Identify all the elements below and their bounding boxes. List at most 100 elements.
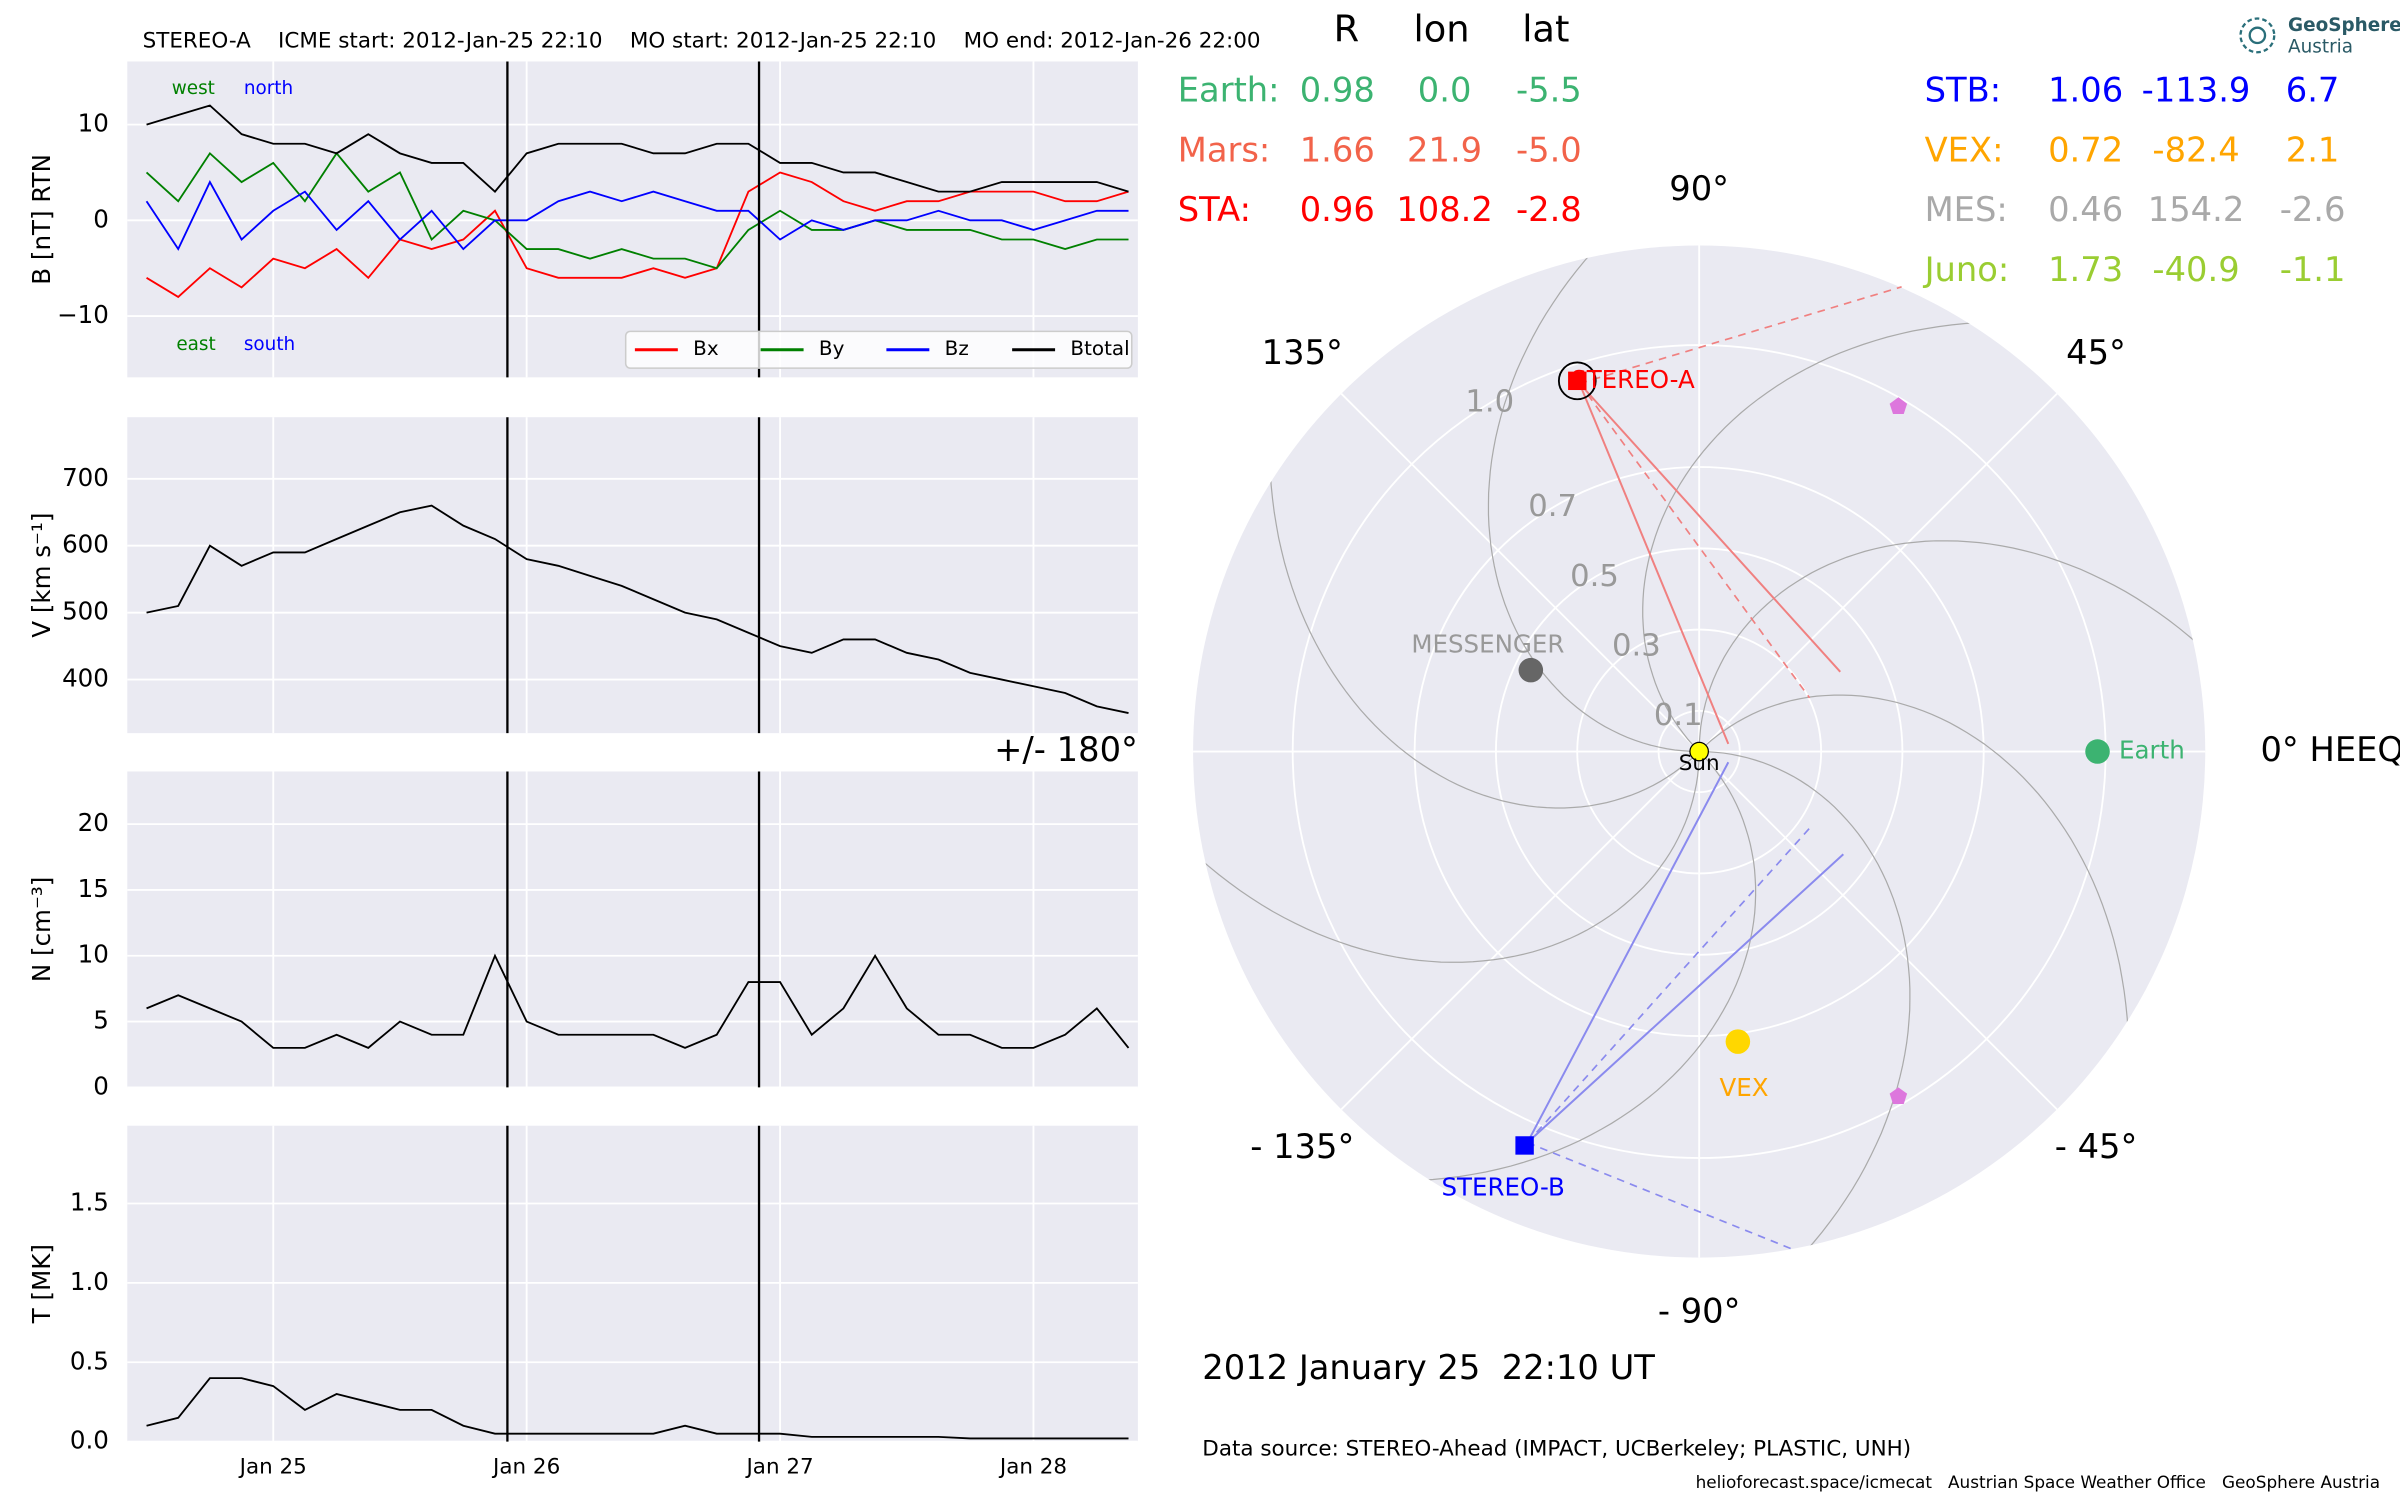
- theta-grid-line: [1698, 393, 2058, 753]
- legend-label: Bx: [693, 337, 719, 360]
- table-value: 1.06: [2048, 71, 2123, 110]
- legend-label: Btotal: [1070, 337, 1129, 360]
- table-value: -2.8: [1516, 190, 1582, 229]
- table-row-label: Earth:: [1178, 71, 1280, 110]
- y-tick-label: 600: [62, 530, 109, 559]
- logo-text: Austria: [2288, 37, 2353, 58]
- r-tick-label: 1.0: [1465, 385, 1514, 420]
- theta-tick-label: +/- 180°: [994, 730, 1138, 769]
- body-label: Sun: [1679, 751, 1720, 776]
- body-marker: [1518, 657, 1544, 683]
- y-tick-label: 0: [93, 204, 109, 233]
- table-value: 0.96: [1300, 190, 1375, 229]
- parker-spiral: [1698, 540, 2206, 1004]
- body-label: Earth: [2119, 736, 2185, 765]
- y-tick-label: 1.0: [70, 1267, 109, 1296]
- data-line: [146, 504, 1129, 714]
- y-tick-label: 500: [62, 597, 109, 626]
- table-row-label: STB:: [1925, 71, 2002, 110]
- theta-tick-label: 90°: [1669, 169, 1729, 208]
- fov-line: [1579, 286, 1902, 385]
- table-value: -5.5: [1516, 71, 1582, 110]
- r-grid-line: [1495, 547, 1904, 956]
- logo-text: GeoSphere: [2288, 15, 2400, 36]
- theta-tick-label: - 90°: [1658, 1291, 1741, 1330]
- data-line: [146, 171, 1129, 299]
- body-label: MESSENGER: [1411, 630, 1564, 659]
- data-line: [146, 104, 1129, 193]
- r-grid-line: [1413, 466, 1985, 1037]
- table-row-label: VEX:: [1925, 130, 2004, 169]
- theta-tick-label: - 45°: [2055, 1127, 2138, 1166]
- y-tick-label: 0: [93, 1071, 109, 1100]
- r-tick-label: 0.7: [1528, 489, 1577, 524]
- body-marker: [1725, 1029, 1751, 1054]
- table-value: 1.73: [2048, 250, 2123, 289]
- y-tick-label: 20: [78, 808, 109, 837]
- legend-label: By: [819, 337, 845, 360]
- fov-line: [1526, 853, 1844, 1144]
- legend-box: [624, 330, 1133, 369]
- y-tick-label: −10: [57, 300, 109, 329]
- parker-spiral: [1447, 750, 1911, 1258]
- annotation: west: [172, 78, 215, 99]
- panel: 0 5 10 15 20 N [cm⁻³]: [27, 771, 1138, 1100]
- y-tick-label: 15: [78, 874, 109, 903]
- x-tick-label: Jan 27: [744, 1455, 813, 1480]
- table-value: -113.9: [2142, 71, 2251, 110]
- table-value: 0.72: [2048, 130, 2123, 169]
- theta-tick-label: - 135°: [1250, 1127, 1354, 1166]
- annotation: north: [244, 78, 293, 99]
- table-value: 1.66: [1300, 130, 1375, 169]
- data-line: [145, 180, 1129, 251]
- body-marker: [1889, 397, 1908, 414]
- table-value: 154.2: [2148, 190, 2245, 229]
- theta-tick-label: 0° HEEQ: [2260, 730, 2400, 769]
- y-tick-label: 1.5: [70, 1188, 109, 1217]
- x-tick-label: Jan 26: [491, 1455, 560, 1480]
- y-tick-label: 10: [78, 109, 109, 138]
- panel: −10 0 10 B [nT] RTN STEREO-A ICME start: 201…: [27, 29, 1261, 378]
- y-tick-label: 0.0: [70, 1426, 109, 1455]
- y-tick-label: 10: [78, 940, 109, 969]
- table-row-label: STA:: [1178, 190, 1251, 229]
- table-header: R: [1334, 7, 1360, 50]
- body-marker: [1515, 1136, 1534, 1155]
- table-value: -5.0: [1516, 130, 1582, 169]
- table-row-label: Mars:: [1178, 130, 1271, 169]
- fov-line: [1578, 382, 1811, 699]
- table-value: -40.9: [2152, 250, 2239, 289]
- body-label: STEREO-B: [1441, 1172, 1564, 1201]
- table-row-label: MES:: [1925, 190, 2008, 229]
- plot-background: [127, 417, 1138, 734]
- theta-grid-line: [1340, 750, 1700, 1111]
- r-tick-label: 0.3: [1612, 629, 1661, 664]
- logo-icon: [2239, 17, 2276, 54]
- table-value: -2.6: [2280, 190, 2346, 229]
- r-grid-line: [1657, 709, 1741, 794]
- annotation: south: [244, 334, 295, 355]
- body-label: STEREO-A: [1571, 365, 1695, 394]
- data-line: [146, 1377, 1129, 1440]
- fov-line: [1578, 383, 1730, 745]
- footer: helioforecast.space/icmecat Austrian Spa…: [1696, 1472, 2380, 1492]
- chart-title: STEREO-A ICME start: 2012-Jan-25 22:10 M…: [143, 29, 1261, 54]
- table-value: 21.9: [1407, 130, 1482, 169]
- table-value: 0.0: [1418, 71, 1472, 110]
- theta-grid-line: [1340, 393, 1700, 753]
- logo-mark: [2239, 17, 2276, 54]
- y-axis-label: N [cm⁻³]: [27, 877, 56, 982]
- table-value: 6.7: [2286, 71, 2340, 110]
- data-source: Data source: STEREO-Ahead (IMPACT, UCBer…: [1202, 1436, 1911, 1461]
- date-label: 2012 January 25 22:10 UT: [1202, 1348, 1655, 1387]
- table-value: -82.4: [2152, 130, 2239, 169]
- table-value: 108.2: [1396, 190, 1493, 229]
- x-tick-label: Jan 25: [238, 1455, 307, 1480]
- annotation: east: [176, 334, 215, 355]
- y-axis-label: B [nT] RTN: [27, 154, 56, 285]
- r-tick-label: 0.5: [1570, 559, 1619, 594]
- theta-grid-line: [1698, 750, 2058, 1111]
- parker-spiral: [1193, 499, 1700, 963]
- legend-label: Bz: [945, 337, 969, 360]
- field-of-view-lines: [1526, 286, 1902, 1251]
